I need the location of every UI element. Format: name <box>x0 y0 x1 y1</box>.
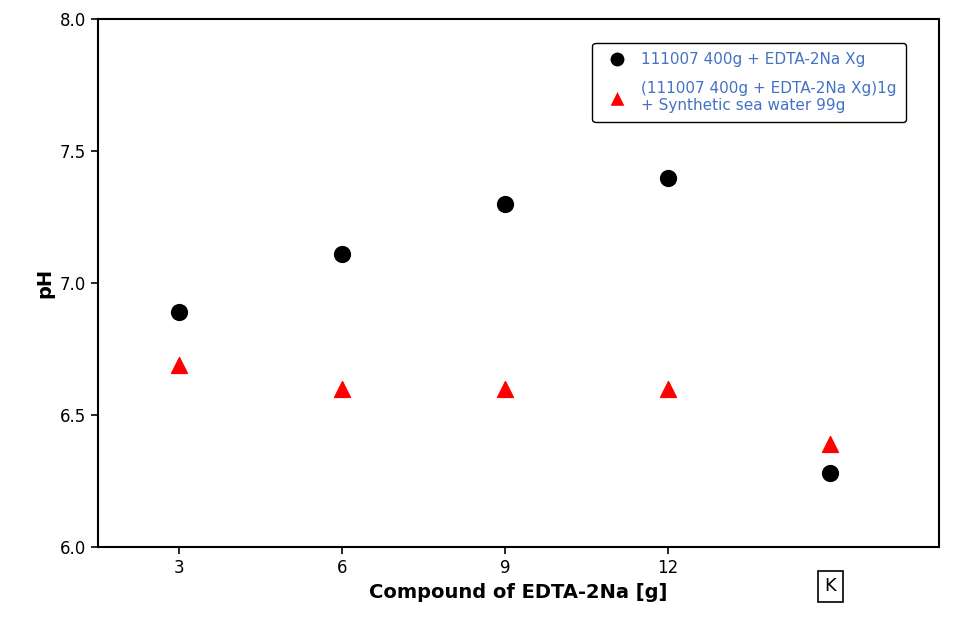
Point <box>822 468 837 478</box>
Text: K: K <box>824 577 835 595</box>
Point <box>171 360 187 370</box>
Legend: 111007 400g + EDTA-2Na Xg, (111007 400g + EDTA-2Na Xg)1g
+ Synthetic sea water 9: 111007 400g + EDTA-2Na Xg, (111007 400g … <box>592 43 905 122</box>
Point <box>659 384 675 394</box>
Y-axis label: pH: pH <box>35 269 54 298</box>
X-axis label: Compound of EDTA-2Na [g]: Compound of EDTA-2Na [g] <box>368 583 667 601</box>
Point <box>496 199 512 209</box>
Point <box>334 249 350 260</box>
Point <box>659 173 675 183</box>
Point <box>171 307 187 317</box>
Point <box>822 439 837 450</box>
Point <box>334 384 350 394</box>
Point <box>496 384 512 394</box>
